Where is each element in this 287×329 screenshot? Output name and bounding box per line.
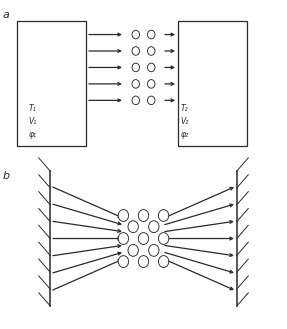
Text: φ₁: φ₁ [29, 130, 37, 139]
Text: b: b [3, 171, 10, 181]
Text: V₂: V₂ [181, 117, 189, 126]
Circle shape [128, 221, 138, 233]
Circle shape [118, 233, 129, 244]
Circle shape [158, 233, 169, 244]
Text: T₂: T₂ [181, 104, 189, 113]
Circle shape [128, 244, 138, 256]
Text: φ₂: φ₂ [181, 130, 189, 139]
Text: T₁: T₁ [29, 104, 36, 113]
Circle shape [158, 210, 169, 221]
Circle shape [149, 221, 159, 233]
Circle shape [149, 244, 159, 256]
Bar [17, 21, 86, 146]
Bar [178, 21, 247, 146]
Text: V₁: V₁ [29, 117, 37, 126]
Circle shape [158, 256, 169, 267]
Circle shape [138, 256, 149, 267]
Circle shape [118, 256, 129, 267]
Circle shape [138, 210, 149, 221]
Text: a: a [3, 10, 10, 20]
Circle shape [138, 233, 149, 244]
Circle shape [118, 210, 129, 221]
